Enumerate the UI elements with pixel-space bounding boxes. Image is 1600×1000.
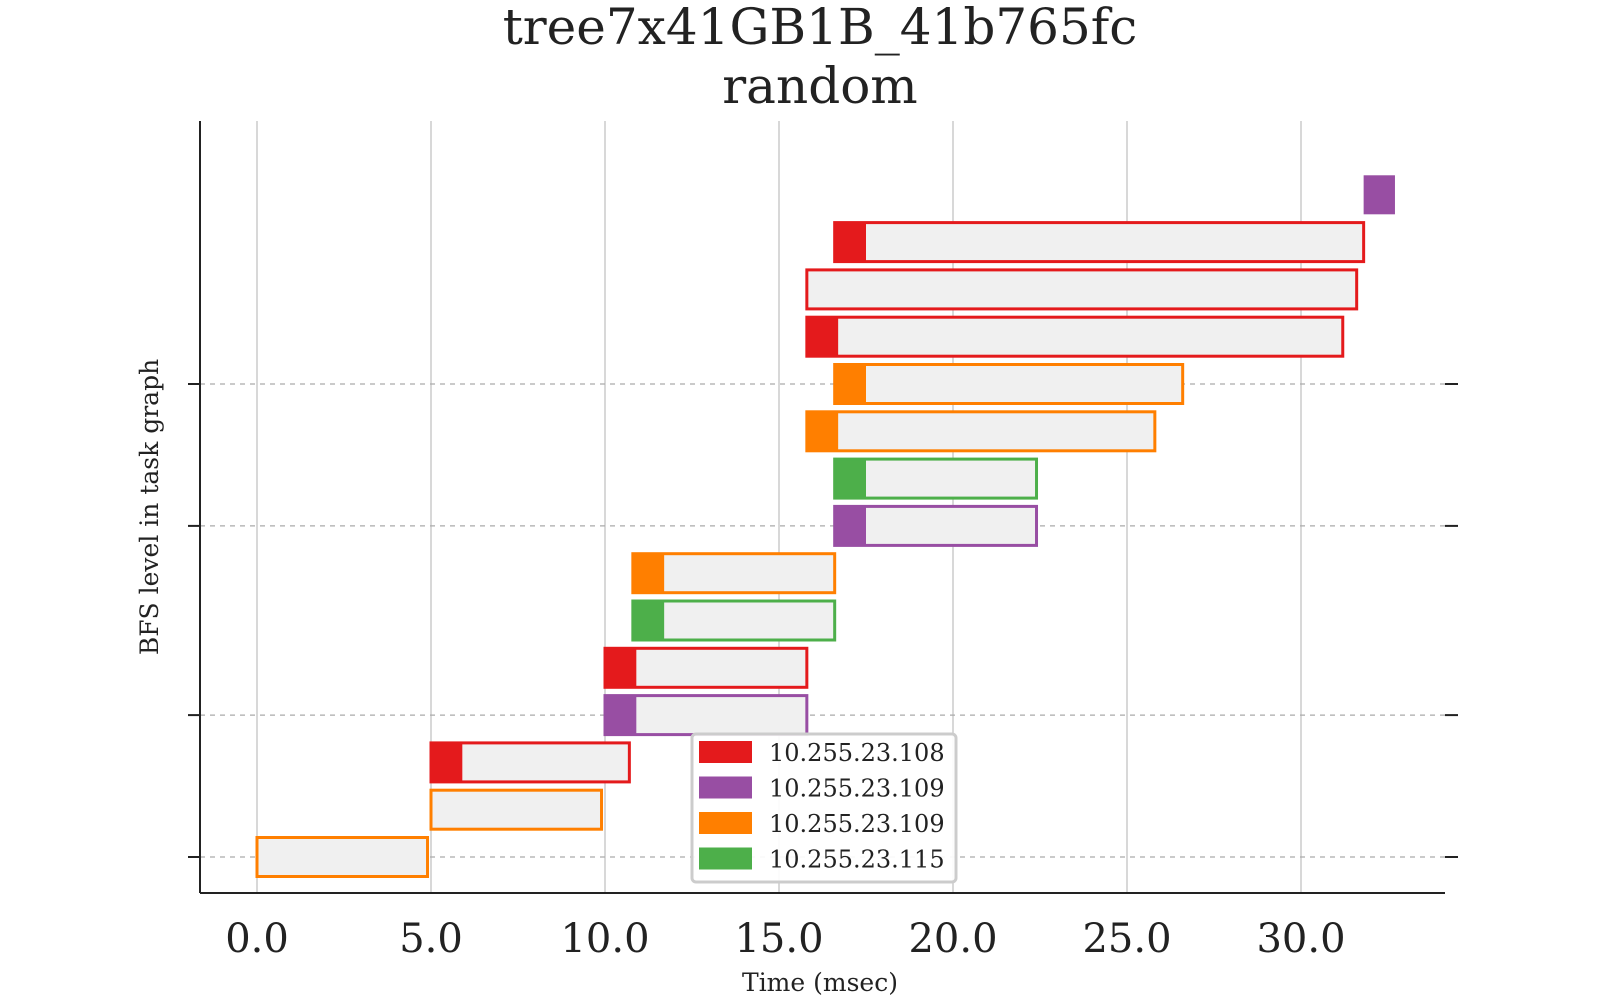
task-bar-outline (833, 363, 1185, 405)
task-bar (833, 504, 1039, 547)
x-tick-label: 20.0 (908, 916, 997, 962)
task-bar-fill (806, 269, 1357, 309)
task-bar (805, 410, 1157, 453)
x-tick-labels: 0.0 5.0 10.0 15.0 20.0 25.0 30.0 (225, 916, 1345, 962)
task-bar-lead (806, 317, 839, 357)
task-bar-fill (605, 648, 807, 688)
task-bar (603, 646, 809, 689)
legend-swatch (699, 847, 752, 870)
task-bar-outline (833, 457, 1039, 500)
legend-item: 10.255.23.109 (699, 810, 945, 838)
task-bar-outline (603, 646, 809, 689)
axes (188, 121, 1458, 894)
legend-label: 10.255.23.109 (769, 810, 945, 838)
task-bar-outline (805, 410, 1157, 453)
chart-subtitle: random (722, 57, 917, 115)
task-bar-fill (605, 695, 807, 735)
task-bar-outline (833, 504, 1039, 547)
task-bar-outline (833, 221, 1366, 264)
x-tick-label: 0.0 (225, 916, 289, 962)
legend-swatch (699, 741, 752, 763)
task-bar-lead (605, 648, 637, 688)
task-bar-fill (257, 837, 428, 877)
task-bar-outline (255, 836, 430, 878)
task-bar-fill (431, 790, 602, 830)
task-bar (1363, 175, 1395, 215)
task-bar-fill (632, 601, 835, 640)
task-bar-outline (429, 788, 604, 831)
x-tick-label: 15.0 (734, 916, 823, 962)
task-bar (631, 552, 837, 595)
task-bar-lead (605, 695, 637, 735)
task-bar (805, 315, 1345, 358)
task-bar (631, 599, 837, 642)
task-bar (255, 836, 430, 878)
task-bar-lead (834, 222, 866, 262)
task-bar-outline (805, 315, 1345, 358)
task-bar (833, 221, 1366, 264)
legend-box (690, 732, 958, 884)
task-bar-fill (632, 553, 835, 593)
task-bar (833, 457, 1039, 500)
task-bar-lead (1363, 175, 1395, 215)
task-bar-outline (631, 552, 837, 595)
task-bar-lead (632, 601, 665, 640)
task-bar-lead (834, 459, 866, 499)
task-bar-fill (431, 742, 630, 782)
task-bar (429, 788, 604, 831)
task-bar (429, 741, 631, 784)
legend-item: 10.255.23.109 (699, 775, 945, 803)
legend-item: 10.255.23.108 (699, 739, 945, 767)
x-tick-label: 25.0 (1082, 916, 1171, 962)
legend: 10.255.23.108 10.255.23.109 10.255.23.109 1… (690, 732, 958, 884)
task-bar-outline (805, 268, 1359, 311)
task-bar (833, 363, 1185, 405)
task-bar-fill (806, 317, 1343, 357)
task-bar (805, 268, 1359, 311)
task-bar-lead (834, 506, 866, 546)
task-bar-lead (632, 553, 665, 593)
x-tick-label: 10.0 (560, 916, 649, 962)
legend-swatch (699, 812, 752, 834)
x-tick-label: 30.0 (1256, 916, 1345, 962)
x-axis-label: Time (msec) (742, 968, 898, 997)
task-bar-outline (429, 741, 631, 784)
legend-label: 10.255.23.115 (769, 846, 945, 874)
x-tick-label: 5.0 (399, 916, 463, 962)
task-bar (603, 694, 809, 737)
task-bar-fill (834, 364, 1183, 404)
task-bar-fill (806, 411, 1155, 451)
task-bars (255, 175, 1395, 878)
task-bar-fill (834, 506, 1037, 546)
task-bar-outline (631, 599, 837, 642)
chart-title: tree7x41GB1B_41b765fc (503, 0, 1138, 56)
task-bar-lead (834, 364, 866, 404)
task-bar-lead (806, 411, 839, 451)
task-bar-fill (834, 222, 1364, 262)
legend-label: 10.255.23.109 (769, 775, 945, 803)
task-bar-fill (834, 459, 1037, 499)
legend-swatch (699, 776, 752, 799)
task-bar-lead (431, 742, 463, 782)
legend-item: 10.255.23.115 (699, 846, 945, 874)
legend-label: 10.255.23.108 (769, 739, 945, 767)
y-axis-label: BFS level in task graph (135, 359, 164, 655)
